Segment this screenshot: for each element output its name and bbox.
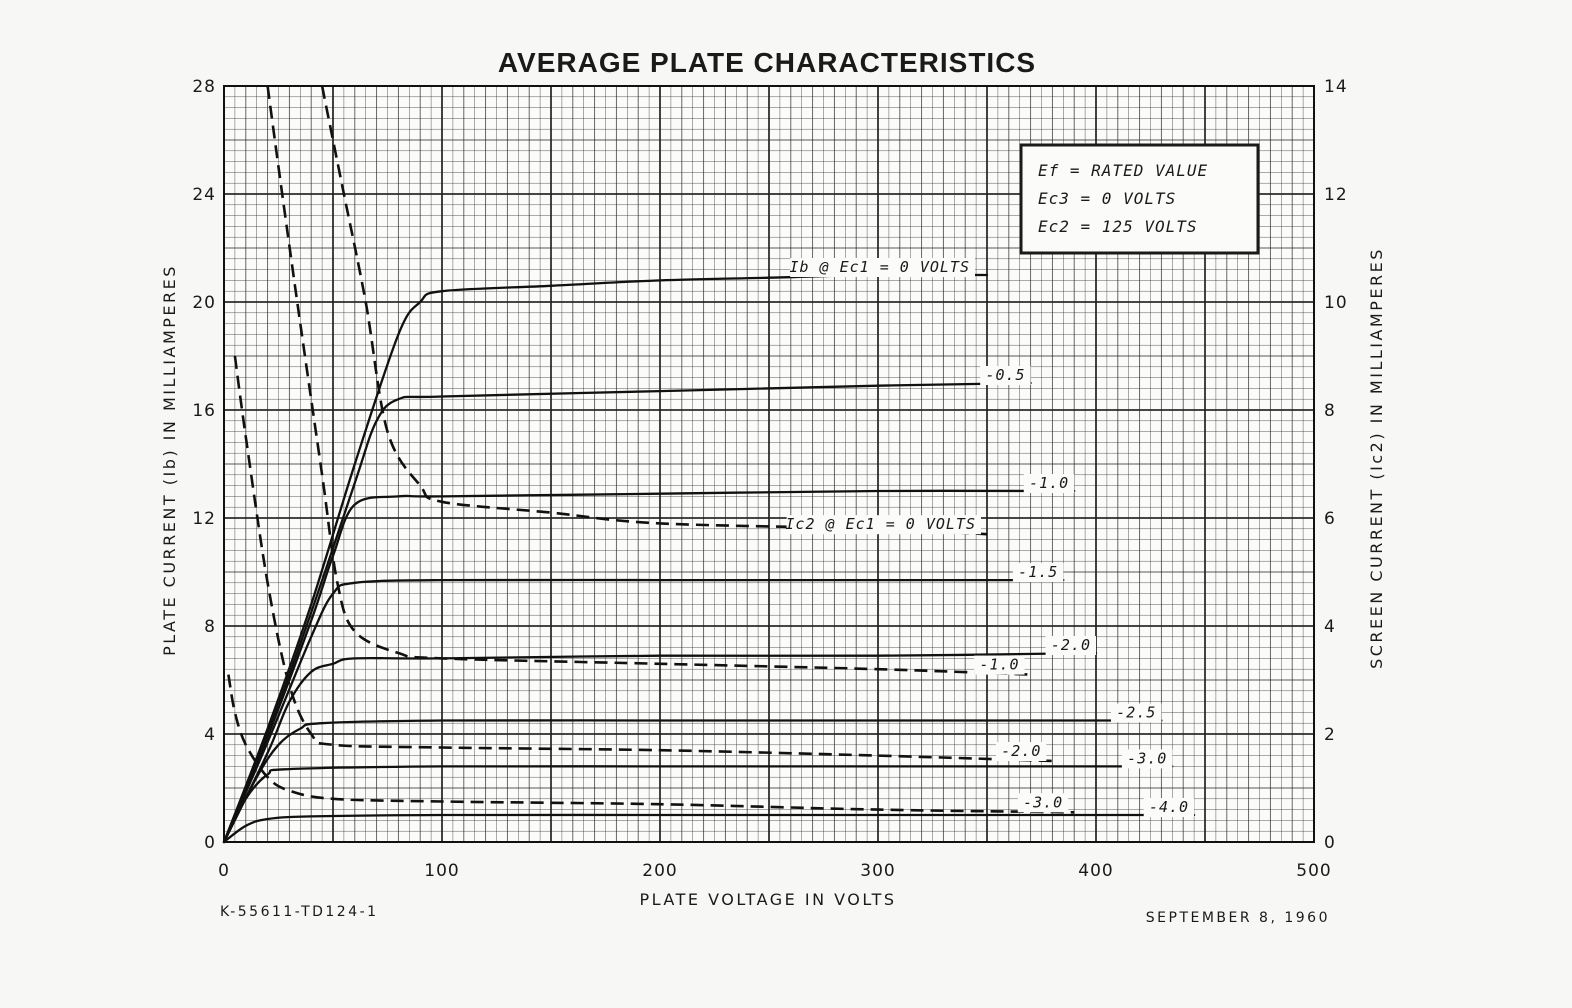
plate-curve-label: -1.5: [1012, 563, 1064, 583]
plot-frame: [223, 85, 1315, 843]
screen-curve-label: -3.0: [1017, 793, 1069, 813]
curve-labels: Ib @ Ec1 = 0 VOLTS -0.5 -1.0 -1.5 -2.0 -2.5 -3…: [785, 258, 1195, 817]
footer-drawing-number: K-55611-TD124-1: [220, 904, 379, 920]
screen-curve-label: -2.0: [996, 742, 1047, 761]
x-tick-label: 400: [1078, 861, 1113, 881]
x-tick-label: 500: [1296, 861, 1331, 881]
curve-label-bg: [1045, 636, 1096, 655]
x-axis-label: PLATE VOLTAGE IN VOLTS: [639, 890, 896, 909]
screen-curve: [266, 85, 1031, 676]
y-left-tick-label: 28: [192, 77, 216, 97]
plate-curve-label: -0.5: [980, 366, 1031, 385]
curve-label-bg: [1012, 563, 1064, 583]
y-right-tick-label: 12: [1324, 185, 1348, 205]
curve-label-text: -4.0: [1149, 798, 1189, 816]
y-right-tick-label: 2: [1324, 725, 1336, 745]
plate-curve-label: Ib @ Ec1 = 0 VOLTS: [789, 258, 975, 277]
curve-label-text: Ib @ Ec1 = 0 VOLTS: [789, 258, 970, 276]
condition-ec3: Ec3 = 0 VOLTS: [1038, 189, 1176, 208]
footer-date: SEPTEMBER 8, 1960: [1146, 910, 1330, 926]
curve-label-bg: [1121, 749, 1173, 769]
condition-ec2: Ec2 = 125 VOLTS: [1038, 217, 1198, 236]
plate-curve: [222, 765, 1174, 844]
curve-label-bg: [1111, 703, 1162, 723]
y-left-tick-label: 4: [204, 725, 216, 745]
curve-label-text: -0.5: [985, 366, 1025, 384]
y-axis-right-label: SCREEN CURRENT (Ic2) IN MILLIAMPERES: [1367, 247, 1386, 669]
y-right-tick-label: 0: [1324, 833, 1336, 853]
plate-curve-label: -2.0: [1045, 636, 1096, 655]
curve-label-text: -2.0: [1051, 636, 1091, 654]
plate-curve-label: -4.0: [1143, 798, 1195, 817]
plate-curve-label: -1.0: [1023, 474, 1075, 493]
curve-label-text: -3.0: [1127, 749, 1167, 767]
plate-curve: [222, 813, 1196, 844]
curve-label-text: -1.5: [1018, 563, 1058, 581]
x-tick-label: 300: [860, 861, 895, 881]
plate-curve: [222, 719, 1163, 844]
curve-label-bg: [996, 742, 1047, 761]
screen-curve: [233, 355, 1053, 763]
conditions-box: Ef = RATED VALUE Ec3 = 0 VOLTS Ec2 = 125…: [1019, 143, 1260, 255]
curve-label-bg: [790, 258, 975, 277]
curve-label-text: -2.5: [1116, 704, 1156, 722]
curve-label-bg: [980, 366, 1031, 385]
plate-curve: [222, 651, 1098, 844]
plate-curve-label: -3.0: [1121, 749, 1173, 769]
curve-label-text: -1.0: [979, 656, 1019, 674]
y-left-tick-label: 8: [204, 617, 216, 637]
curve-label-bg: [786, 515, 981, 535]
chart-title: AVERAGE PLATE CHARACTERISTICS: [498, 47, 1036, 78]
plate-curve: [222, 489, 1076, 844]
y-right-tick-label: 10: [1324, 293, 1348, 313]
y-right-tick-label: 8: [1324, 401, 1336, 421]
y-right-tick-label: 14: [1324, 77, 1348, 97]
plate-curve: [222, 578, 1065, 844]
curve-label-bg: [1143, 798, 1195, 817]
curve-label-bg: [1017, 793, 1069, 813]
screen-curve-label: Ic2 @ Ec1 = 0 VOLTS: [785, 515, 981, 535]
screen-curve-label: -1.0: [974, 655, 1025, 675]
condition-ef: Ef = RATED VALUE: [1038, 161, 1208, 180]
y-right-tick-label: 4: [1324, 617, 1336, 637]
plate-curve: [222, 273, 989, 844]
x-tick-label: 200: [642, 861, 677, 881]
curve-label-text: -2.0: [1001, 742, 1041, 760]
curve-label-bg: [974, 655, 1025, 675]
screen-curve: [227, 674, 1075, 814]
y-left-tick-label: 16: [192, 401, 216, 421]
curves: [222, 85, 1196, 844]
y-left-tick-label: 24: [192, 185, 216, 205]
y-left-tick-label: 12: [192, 509, 216, 529]
curve-label-text: Ic2 @ Ec1 = 0 VOLTS: [785, 515, 976, 533]
y-right-tick-label: 6: [1324, 509, 1336, 529]
y-left-tick-label: 20: [192, 293, 216, 313]
curve-label-text: -1.0: [1029, 474, 1069, 492]
x-tick-label: 0: [218, 861, 230, 881]
y-axis-left-label: PLATE CURRENT (Ib) IN MILLIAMPERES: [160, 264, 179, 656]
curve-label-text: -3.0: [1023, 793, 1063, 811]
y-left-tick-label: 0: [204, 833, 216, 853]
plate-curve: [222, 381, 1032, 844]
plate-curve-label: -2.5: [1111, 703, 1162, 723]
curve-label-bg: [1023, 474, 1075, 493]
x-tick-label: 100: [424, 861, 459, 881]
